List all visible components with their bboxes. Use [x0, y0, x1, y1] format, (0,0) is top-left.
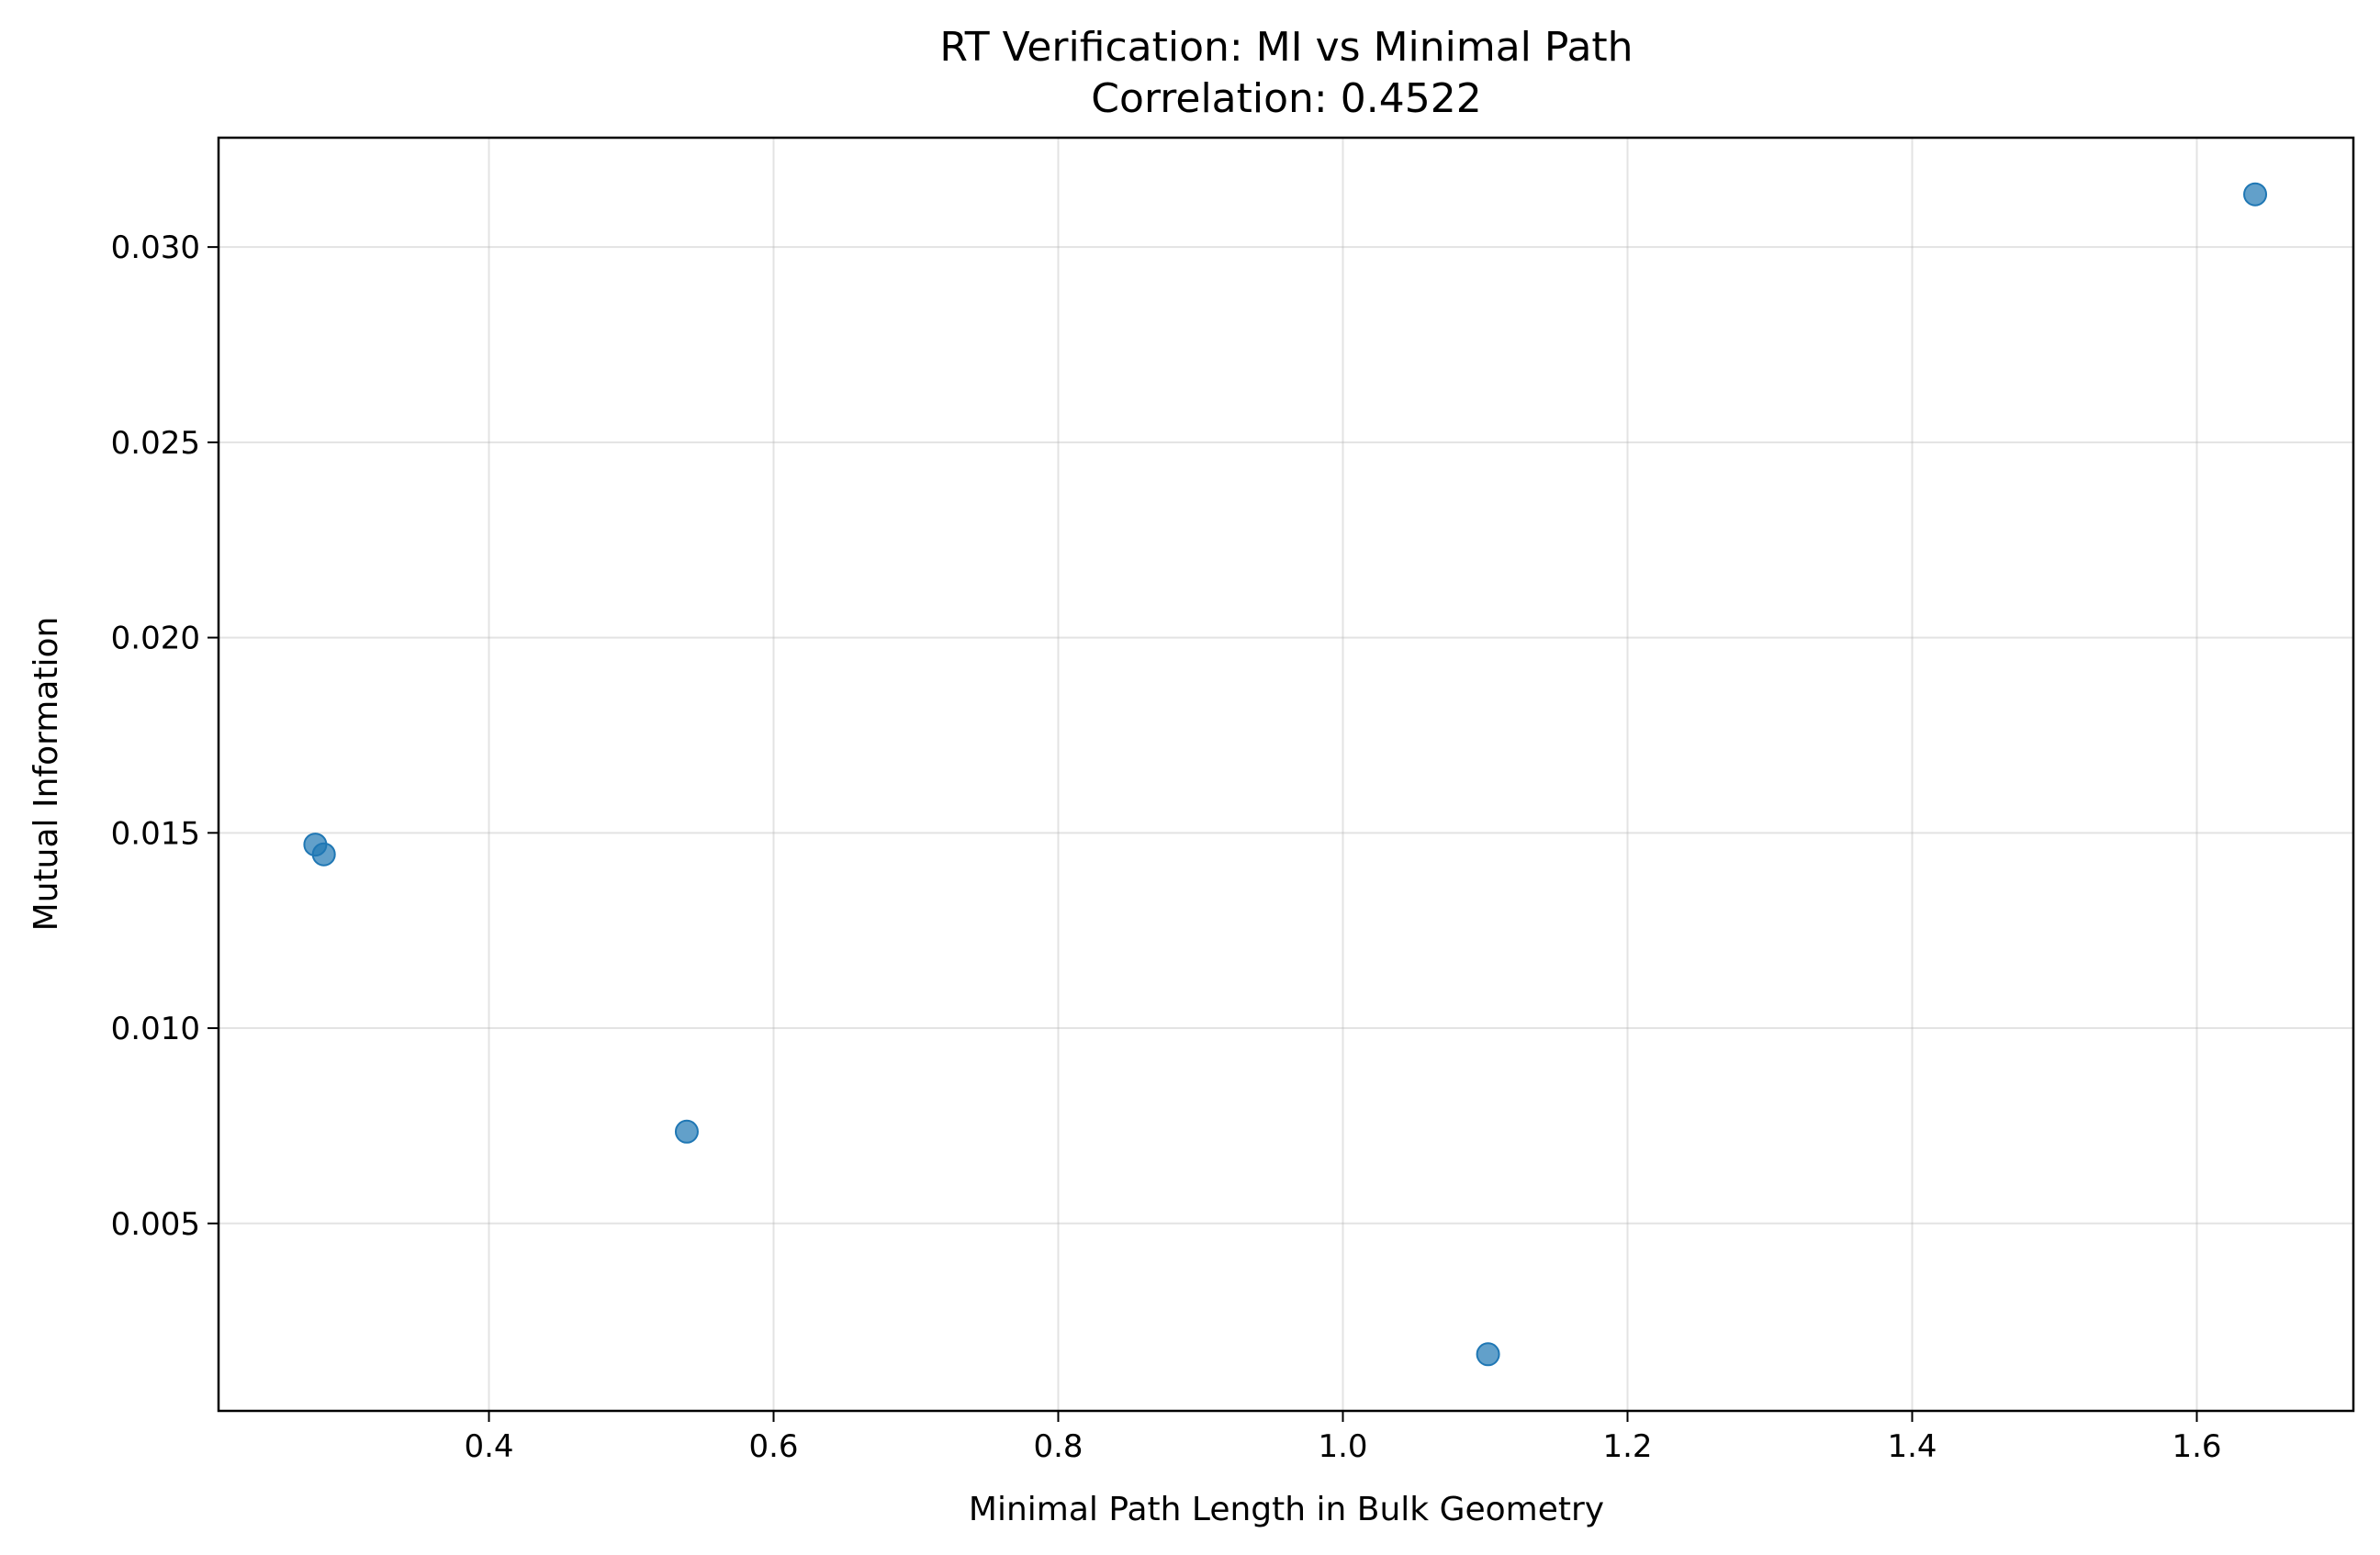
scatter-point	[674, 1119, 699, 1144]
y-axis-label: Mutual Information	[28, 617, 65, 932]
scatter-point	[1476, 1342, 1500, 1367]
y-tick-label: 0.005	[111, 1206, 200, 1243]
scatter-point	[2243, 182, 2268, 207]
x-tick-label: 1.6	[2172, 1428, 2221, 1465]
plot-frame	[217, 136, 2355, 1413]
x-tick-label: 0.6	[748, 1428, 798, 1465]
y-tick-label: 0.020	[111, 621, 200, 657]
x-tick-label: 1.2	[1602, 1428, 1652, 1465]
y-tick-label: 0.025	[111, 425, 200, 462]
chart-subtitle: Correlation: 0.4522	[1091, 75, 1481, 122]
axis-ticks: 0.4 0.6 0.8 1.0 1.2 1.4 1.6 0.005 0.010 0.015 0.02…	[111, 229, 2222, 1465]
y-tick-label: 0.010	[111, 1011, 200, 1047]
x-axis-label: Minimal Path Length in Bulk Geometry	[969, 1491, 1604, 1528]
grid	[219, 138, 2353, 1411]
scatter-point	[311, 842, 336, 867]
y-tick-label: 0.015	[111, 815, 200, 852]
x-tick-label: 1.4	[1887, 1428, 1937, 1465]
x-tick-label: 1.0	[1318, 1428, 1367, 1465]
data-points	[303, 182, 2268, 1367]
x-tick-label: 0.4	[464, 1428, 513, 1465]
y-tick-label: 0.030	[111, 229, 200, 266]
chart-title: RT Verification: MI vs Minimal Path	[939, 24, 1633, 71]
x-tick-label: 0.8	[1033, 1428, 1083, 1465]
